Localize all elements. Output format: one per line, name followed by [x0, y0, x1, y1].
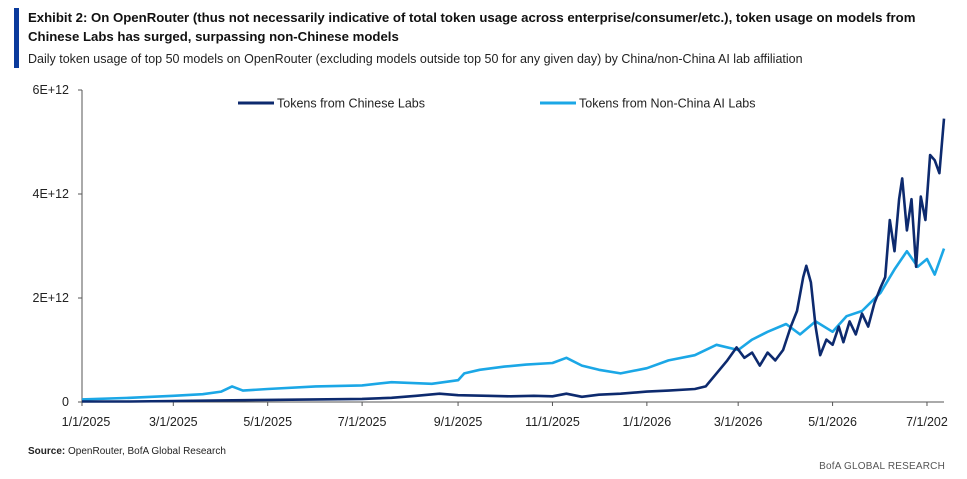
x-tick-label: 5/1/2025 — [243, 415, 292, 429]
source-note: Source: OpenRouter, BofA Global Research — [28, 446, 226, 457]
x-tick-label: 1/1/2026 — [623, 415, 672, 429]
y-tick-label: 2E+12 — [33, 291, 70, 305]
x-tick-label: 3/1/2025 — [149, 415, 198, 429]
title-accent-bar — [14, 8, 19, 68]
brand-footer: BofA GLOBAL RESEARCH — [819, 461, 945, 472]
source-text: OpenRouter, BofA Global Research — [65, 446, 226, 457]
legend-label: Tokens from Non-China AI Labs — [579, 97, 755, 111]
source-label: Source: — [28, 446, 66, 457]
x-tick-label: 7/1/2025 — [338, 415, 387, 429]
series-line-chinese-labs — [82, 118, 946, 403]
series-line-non-china-labs — [81, 248, 946, 401]
legend-label: Tokens from Chinese Labs — [277, 97, 425, 111]
y-tick-label: 4E+12 — [33, 187, 70, 201]
x-tick-label: 1/1/2025 — [62, 415, 111, 429]
x-tick-label: 3/1/2026 — [714, 415, 763, 429]
chart-subtitle: Daily token usage of top 50 models on Op… — [28, 52, 803, 66]
x-tick-label: 7/1/202 — [906, 415, 948, 429]
y-tick-label: 0 — [62, 395, 69, 409]
x-tick-label: 11/1/2025 — [525, 415, 580, 429]
x-tick-label: 5/1/2026 — [808, 415, 857, 429]
chart-title: Exhibit 2: On OpenRouter (thus not neces… — [28, 10, 916, 44]
y-tick-label: 6E+12 — [33, 83, 70, 97]
x-tick-label: 9/1/2025 — [434, 415, 483, 429]
